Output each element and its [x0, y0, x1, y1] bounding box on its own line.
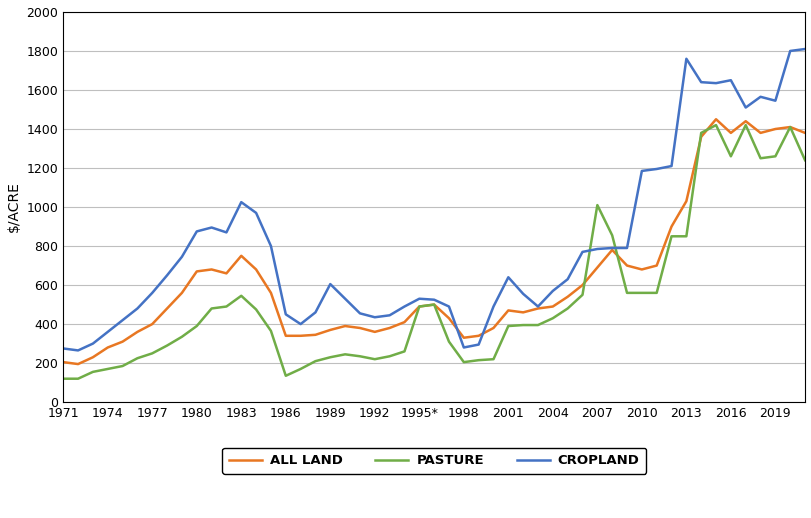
PASTURE	[799, 157, 809, 163]
CROPLAND	[607, 245, 616, 251]
Line: CROPLAND: CROPLAND	[63, 49, 804, 350]
Y-axis label: $/ACRE: $/ACRE	[7, 182, 21, 233]
CROPLAND	[58, 346, 68, 352]
CROPLAND	[73, 347, 83, 353]
ALL LAND	[710, 116, 720, 122]
Legend: ALL LAND, PASTURE, CROPLAND: ALL LAND, PASTURE, CROPLAND	[221, 448, 646, 474]
Line: PASTURE: PASTURE	[63, 125, 804, 379]
CROPLAND	[295, 321, 305, 327]
ALL LAND	[562, 294, 572, 300]
PASTURE	[710, 122, 720, 128]
PASTURE	[295, 366, 305, 372]
PASTURE	[592, 202, 602, 208]
ALL LAND	[73, 361, 83, 367]
ALL LAND	[58, 359, 68, 365]
ALL LAND	[295, 333, 305, 339]
Line: ALL LAND: ALL LAND	[63, 119, 804, 364]
CROPLAND	[236, 199, 246, 205]
CROPLAND	[310, 309, 320, 315]
ALL LAND	[236, 253, 246, 259]
PASTURE	[281, 372, 290, 379]
PASTURE	[547, 315, 557, 321]
CROPLAND	[562, 276, 572, 282]
CROPLAND	[799, 46, 809, 52]
PASTURE	[58, 376, 68, 382]
ALL LAND	[799, 130, 809, 136]
PASTURE	[221, 304, 231, 310]
ALL LAND	[784, 124, 794, 130]
ALL LAND	[310, 332, 320, 338]
CROPLAND	[784, 48, 794, 54]
ALL LAND	[607, 247, 616, 253]
PASTURE	[784, 124, 794, 130]
